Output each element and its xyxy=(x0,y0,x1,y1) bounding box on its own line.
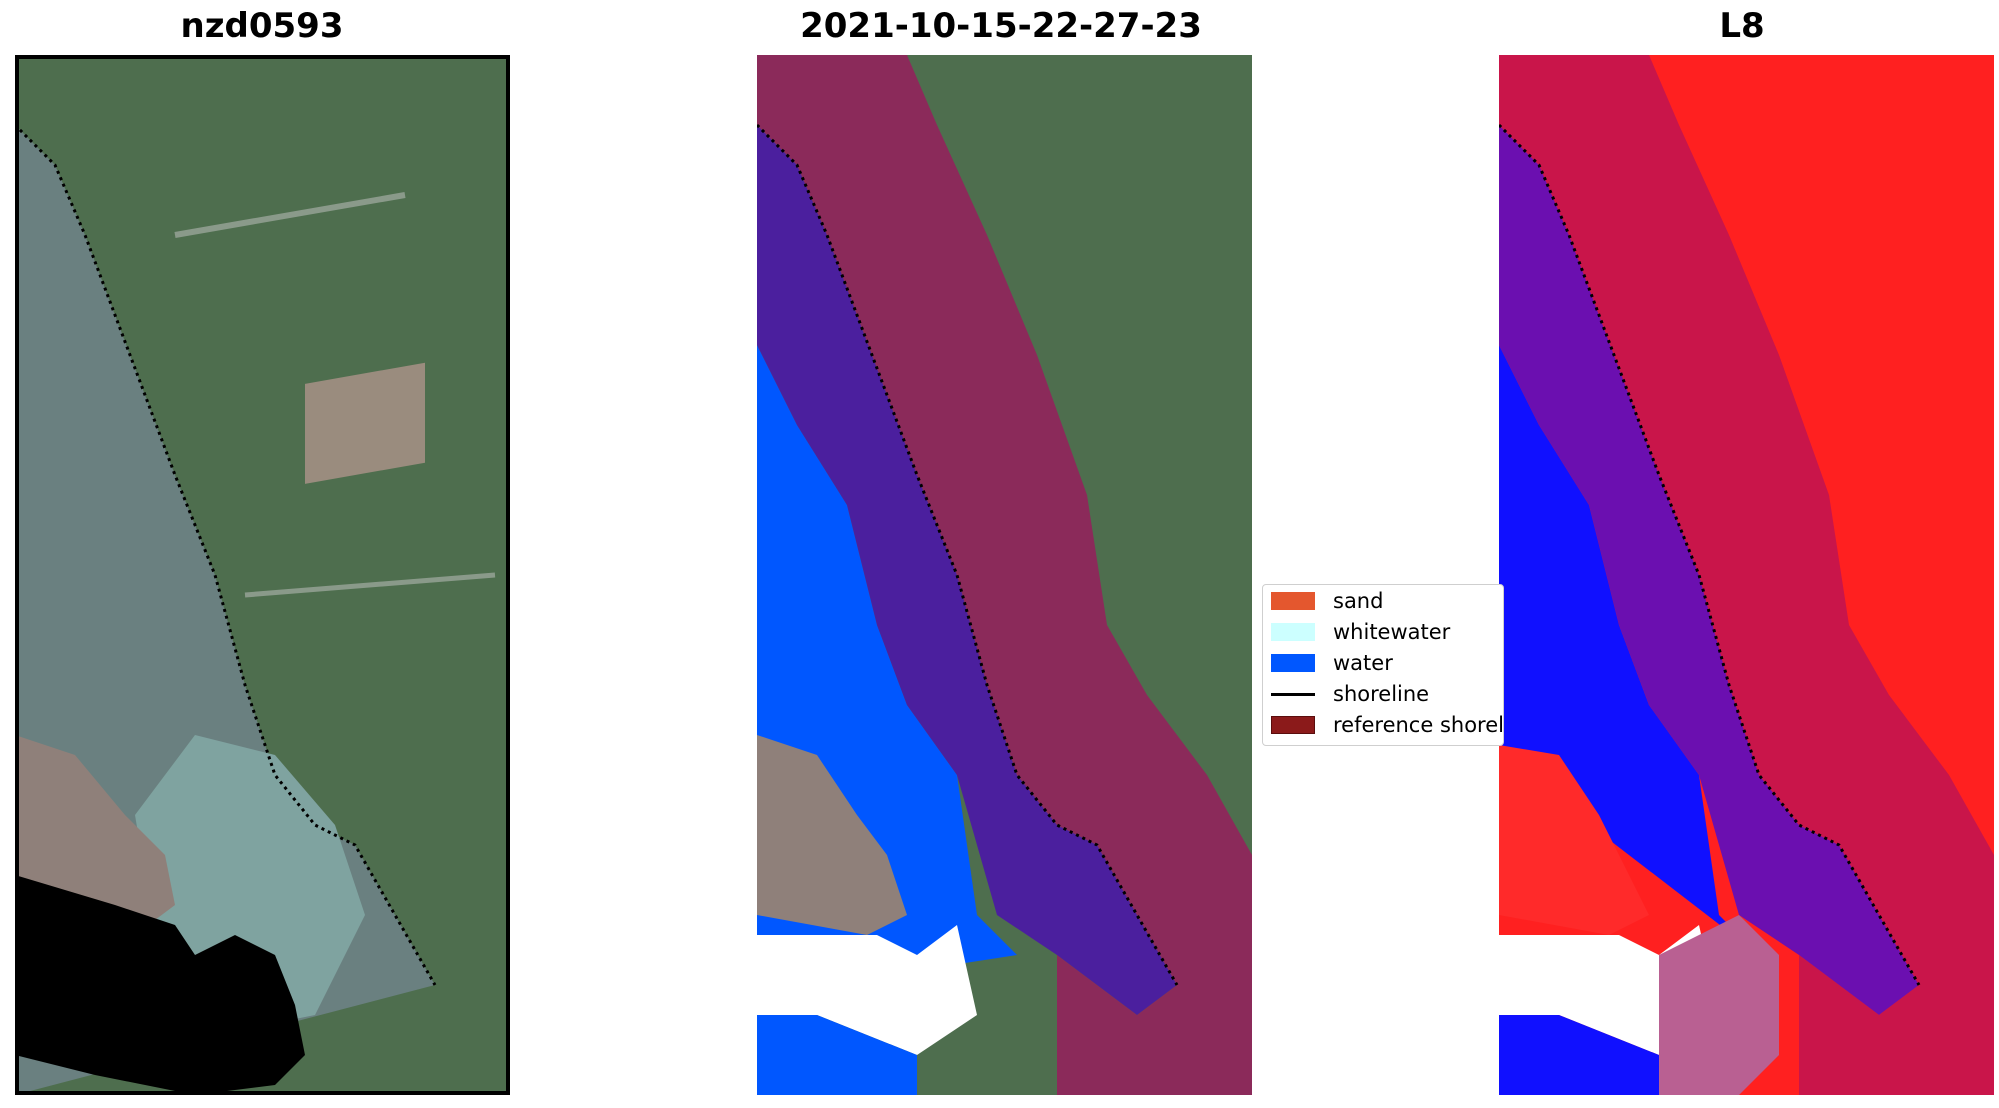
classification-panel xyxy=(757,55,1252,1095)
inner-buffer xyxy=(1499,125,1919,1015)
legend-item-sand: sand xyxy=(1271,587,1383,615)
water-bottom xyxy=(757,1015,917,1095)
reference-shoreline-swatch xyxy=(1271,716,1315,734)
blue-bottom xyxy=(1499,1015,1659,1095)
sandspit xyxy=(757,735,907,935)
legend-item-whitewater: whitewater xyxy=(1271,618,1450,646)
inner-buffer xyxy=(757,125,1177,1015)
legend: sand whitewater water shoreline referenc… xyxy=(1262,584,1504,746)
sandspit xyxy=(15,735,175,935)
shoreline xyxy=(757,123,1179,986)
sand-buffer xyxy=(757,55,1252,1095)
panel-title-2: 2021-10-15-22-27-23 xyxy=(800,6,1202,46)
rgb-image-panel xyxy=(15,55,510,1095)
legend-item-water: water xyxy=(1271,649,1393,677)
whitewater-swatch xyxy=(1271,623,1315,641)
pink-patch xyxy=(1659,915,1779,1095)
legend-label: whitewater xyxy=(1333,620,1451,644)
shoreline-swatch xyxy=(1271,692,1315,696)
legend-item-shoreline: shoreline xyxy=(1271,680,1429,708)
shoreline xyxy=(1499,123,1921,986)
water-swatch xyxy=(1271,654,1315,672)
index-panel xyxy=(1499,55,1994,1095)
legend-label: water xyxy=(1333,651,1393,675)
nodata-mask xyxy=(15,875,305,1095)
red-spit xyxy=(1499,745,1649,935)
panel-title-3: L8 xyxy=(1719,6,1765,46)
legend-item-reference-shoreline: reference shoreline xyxy=(1271,711,1504,739)
nodata-white xyxy=(757,925,977,1055)
sand-swatch xyxy=(1271,592,1315,610)
legend-label: reference shoreline xyxy=(1333,713,1504,737)
sand-buffer xyxy=(1499,55,1994,1095)
panel-title-1: nzd0593 xyxy=(180,6,344,46)
legend-label: sand xyxy=(1333,589,1384,613)
shoreline xyxy=(15,123,437,986)
paddock xyxy=(305,362,425,484)
legend-label: shoreline xyxy=(1333,682,1430,706)
